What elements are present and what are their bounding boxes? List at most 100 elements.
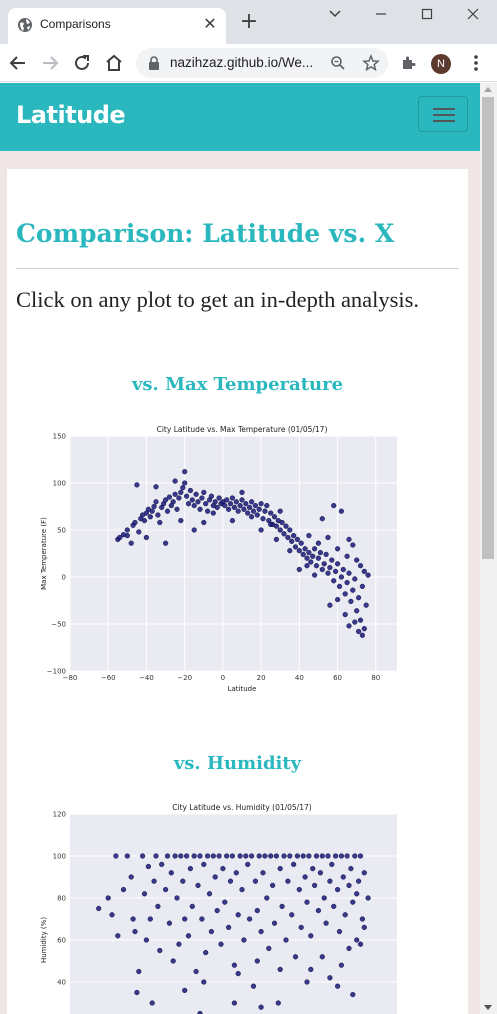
data-point: [163, 497, 169, 503]
data-point: [151, 503, 157, 510]
data-point: [323, 920, 329, 926]
data-point: [254, 512, 260, 518]
data-point: [201, 861, 207, 868]
forward-arrow-icon[interactable]: [38, 51, 62, 75]
data-point: [279, 519, 285, 526]
data-point: [258, 1004, 264, 1010]
data-point: [239, 489, 245, 496]
data-point: [249, 514, 255, 520]
data-point: [346, 882, 352, 889]
data-point: [264, 895, 270, 901]
data-point: [291, 861, 297, 868]
data-point: [143, 937, 150, 943]
data-point: [262, 853, 268, 859]
data-point: [361, 568, 367, 575]
page-viewport: Latitude Comparison: Latitude vs. X Clic…: [0, 83, 480, 1014]
data-point: [348, 598, 354, 605]
home-icon[interactable]: [102, 51, 126, 75]
data-point: [229, 495, 236, 501]
data-point: [302, 874, 308, 880]
maximize-icon[interactable]: [415, 4, 439, 24]
data-point: [212, 874, 218, 880]
humidity-plot[interactable]: 20406080100120City Latitude vs. Humidity…: [29, 802, 397, 1014]
data-point: [226, 506, 232, 512]
data-point: [329, 861, 335, 868]
data-point: [197, 853, 203, 859]
profile-avatar[interactable]: N: [431, 54, 451, 74]
data-point: [338, 962, 345, 968]
data-point: [193, 491, 199, 497]
x-tick-label: 20: [257, 674, 266, 682]
data-point: [149, 1000, 155, 1006]
data-point: [206, 891, 213, 897]
data-point: [180, 878, 186, 884]
data-point: [258, 527, 264, 533]
data-point: [331, 578, 337, 584]
browser-tab[interactable]: Comparisons ✕: [8, 8, 226, 44]
data-point: [315, 555, 322, 561]
data-point: [224, 497, 230, 503]
y-tick-label: 0: [62, 574, 66, 582]
scroll-down-arrow-icon[interactable]: [484, 1005, 492, 1010]
data-point: [313, 563, 320, 569]
y-tick-label: 40: [57, 979, 66, 987]
window-close-icon[interactable]: [461, 4, 485, 24]
data-point: [346, 570, 352, 576]
minimize-icon[interactable]: [369, 4, 393, 24]
back-arrow-icon[interactable]: [6, 51, 30, 75]
tab-strip: Comparisons ✕ +: [0, 0, 497, 44]
data-point: [344, 553, 350, 559]
data-point: [336, 583, 343, 590]
data-point: [327, 602, 333, 608]
more-menu-icon[interactable]: [466, 53, 486, 73]
data-point: [182, 987, 188, 994]
data-point: [336, 929, 343, 935]
data-point: [271, 514, 278, 520]
data-point: [201, 979, 207, 985]
data-point: [325, 570, 331, 576]
data-point: [308, 559, 314, 565]
lock-icon[interactable]: [148, 56, 160, 70]
data-point: [178, 853, 184, 859]
data-point: [356, 878, 362, 884]
address-bar[interactable]: nazihzaz.github.io/We...: [136, 48, 388, 78]
new-tab-button[interactable]: +: [239, 9, 259, 34]
zoom-icon[interactable]: [330, 55, 346, 71]
reload-icon[interactable]: [70, 51, 94, 75]
data-point: [271, 920, 278, 926]
data-point: [187, 487, 194, 494]
data-point: [136, 968, 142, 975]
data-point: [128, 874, 134, 880]
data-point: [227, 501, 234, 507]
data-point: [361, 924, 367, 931]
hamburger-menu-button[interactable]: [418, 96, 468, 132]
data-point: [222, 899, 228, 905]
url-text[interactable]: nazihzaz.github.io/We...: [170, 55, 314, 70]
data-point: [277, 508, 283, 514]
site-brand[interactable]: Latitude: [16, 101, 126, 129]
data-point: [247, 504, 253, 511]
extensions-puzzle-icon[interactable]: [401, 55, 417, 71]
data-point: [157, 519, 163, 526]
data-point: [191, 853, 197, 859]
data-point: [250, 983, 257, 989]
max-temperature-plot[interactable]: −80−60−40−20020406080100−100−50050100150…: [29, 424, 397, 694]
data-point: [281, 853, 287, 859]
data-point: [189, 497, 195, 503]
scroll-up-arrow-icon[interactable]: [484, 87, 492, 92]
data-point: [145, 863, 152, 870]
data-point: [319, 566, 325, 573]
data-point: [182, 469, 188, 475]
close-tab-icon[interactable]: ✕: [203, 14, 217, 33]
y-tick-label: −100: [47, 668, 66, 676]
data-point: [268, 510, 274, 516]
data-point: [340, 566, 346, 573]
scrollbar[interactable]: [480, 83, 497, 1014]
data-point: [241, 937, 247, 943]
data-point: [182, 916, 188, 922]
bookmark-star-icon[interactable]: [362, 54, 380, 72]
data-point: [294, 536, 301, 543]
data-point: [331, 903, 337, 910]
tab-search-icon[interactable]: [323, 4, 347, 24]
scroll-thumb[interactable]: [482, 97, 494, 559]
